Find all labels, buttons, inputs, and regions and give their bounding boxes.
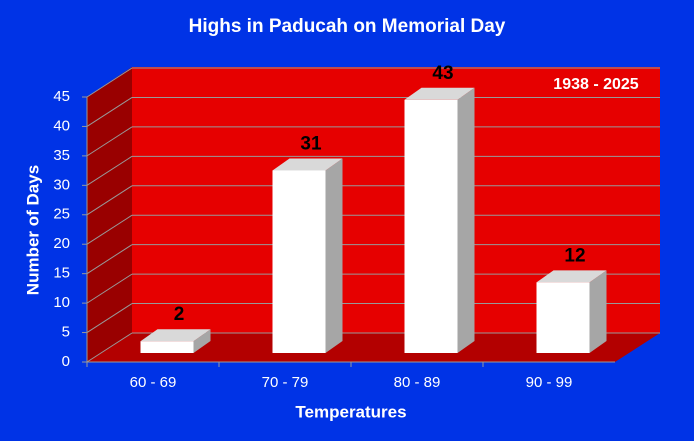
value-label: 12 (564, 245, 585, 266)
bar (140, 329, 211, 353)
annotation: 1938 - 2025 (553, 76, 639, 93)
y-tick-label: 15 (53, 265, 70, 282)
bar-front (272, 170, 326, 353)
grid-line (86, 303, 133, 333)
grid-line (86, 67, 133, 98)
grid-line (86, 155, 133, 186)
bar-front (536, 282, 590, 353)
bar-side (325, 158, 343, 353)
grid-line (86, 273, 133, 304)
bar (536, 270, 607, 353)
bar-side (193, 329, 211, 353)
y-tick-label: 5 (62, 324, 70, 341)
y-tick-label: 20 (53, 235, 70, 252)
y-tick-label: 45 (53, 88, 70, 105)
x-tick-label: 80 - 89 (394, 374, 441, 391)
grid-line (86, 214, 133, 245)
bar-top (140, 329, 211, 342)
y-tick-label: 35 (53, 147, 70, 164)
bar (404, 87, 475, 354)
bar-top (272, 158, 343, 171)
grid-line (86, 97, 133, 127)
value-label: 43 (432, 63, 453, 84)
grid-line (86, 126, 133, 157)
y-tick-label: 0 (62, 353, 70, 370)
grid-line (86, 185, 133, 216)
grid-line (86, 332, 133, 363)
y-tick-label: 30 (53, 176, 70, 193)
chart-title: Highs in Paducah on Memorial Day (189, 16, 506, 37)
value-label: 31 (300, 133, 322, 154)
side-wall (87, 67, 132, 362)
bar-side (457, 87, 475, 354)
y-tick-label: 40 (53, 117, 70, 134)
bar-front (140, 341, 194, 353)
y-tick-label: 25 (53, 206, 70, 223)
x-tick-label: 70 - 79 (262, 374, 309, 391)
bar-front (404, 99, 458, 354)
bar (272, 158, 343, 353)
bar-side (589, 270, 607, 353)
y-axis-title: Number of Days (23, 165, 42, 295)
x-axis-title: Temperatures (295, 402, 406, 421)
y-tick-label: 10 (53, 294, 70, 311)
x-tick-label: 60 - 69 (130, 374, 177, 391)
value-label: 2 (174, 304, 185, 325)
bar-top (404, 87, 475, 100)
back-wall (132, 67, 660, 333)
bar-top (536, 270, 607, 283)
grid-line (86, 244, 133, 275)
x-tick-label: 90 - 99 (526, 374, 573, 391)
floor (87, 333, 660, 362)
